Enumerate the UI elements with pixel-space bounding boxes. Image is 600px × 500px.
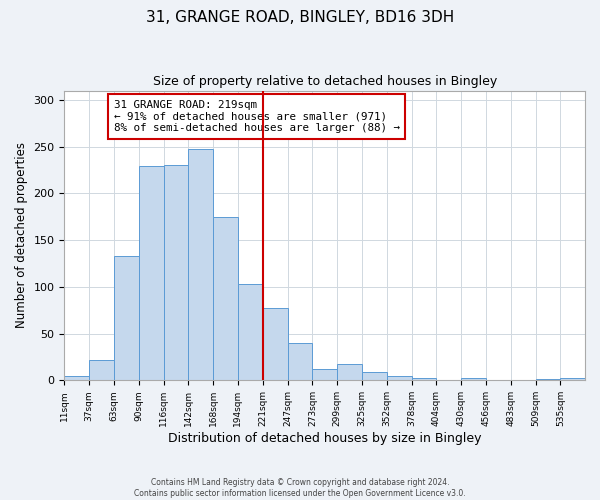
Bar [113,256,139,380]
Bar [139,166,164,380]
X-axis label: Distribution of detached houses by size in Bingley: Distribution of detached houses by size … [168,432,481,445]
Y-axis label: Number of detached properties: Number of detached properties [15,142,28,328]
Bar [89,360,113,380]
Bar [412,378,436,380]
Bar [188,150,213,380]
Bar [387,376,412,380]
Text: 31, GRANGE ROAD, BINGLEY, BD16 3DH: 31, GRANGE ROAD, BINGLEY, BD16 3DH [146,10,454,25]
Bar [313,369,337,380]
Text: Contains HM Land Registry data © Crown copyright and database right 2024.
Contai: Contains HM Land Registry data © Crown c… [134,478,466,498]
Title: Size of property relative to detached houses in Bingley: Size of property relative to detached ho… [152,75,497,88]
Bar [238,284,263,380]
Bar [337,364,362,380]
Bar [213,217,238,380]
Bar [362,372,387,380]
Bar [164,166,188,380]
Text: 31 GRANGE ROAD: 219sqm
← 91% of detached houses are smaller (971)
8% of semi-det: 31 GRANGE ROAD: 219sqm ← 91% of detached… [113,100,400,133]
Bar [263,308,288,380]
Bar [64,376,89,380]
Bar [560,378,585,380]
Bar [461,378,485,380]
Bar [288,343,313,380]
